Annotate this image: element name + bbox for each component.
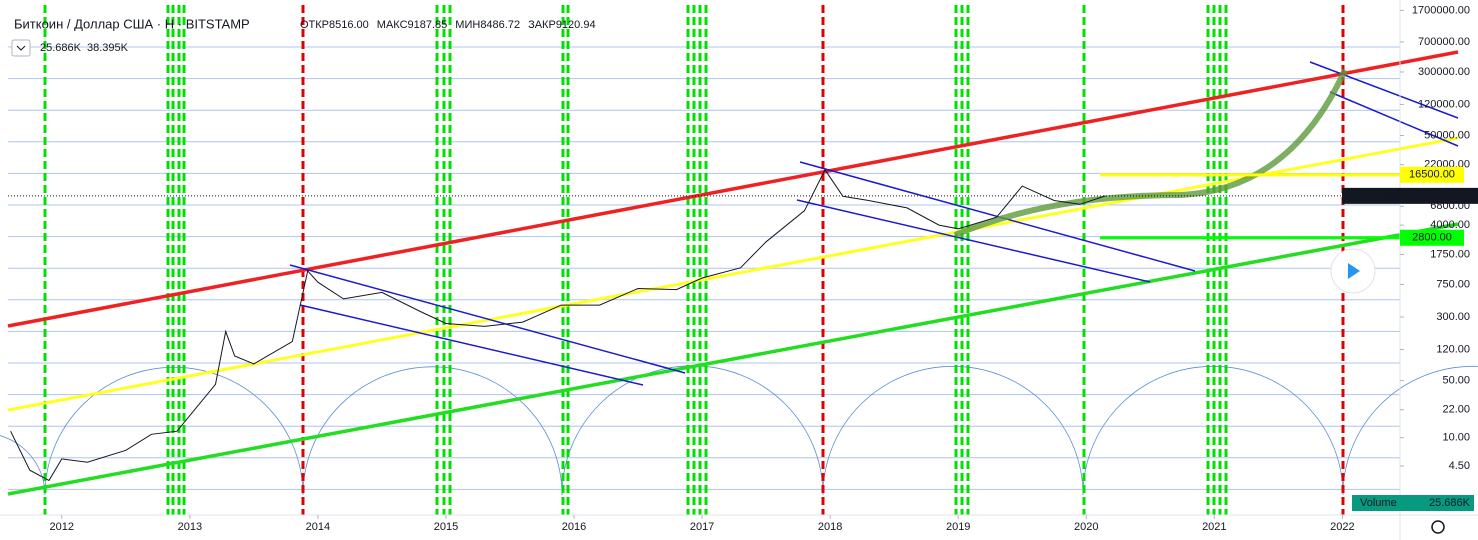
legend-value: 25.686K (40, 42, 82, 54)
x-tick-label: 2018 (818, 521, 842, 533)
x-tick-label: 2021 (1202, 521, 1226, 533)
last-price-label: 9120.94 (1426, 190, 1467, 202)
trend-line (1309, 61, 1459, 119)
play-icon (1348, 263, 1360, 279)
cycle-arc (0, 435, 46, 496)
chart-title: Биткоин / Доллар США · Н · BITSTAMP (14, 16, 250, 31)
x-tick-label: 2020 (1074, 521, 1098, 533)
volume-name: Volume (1360, 497, 1397, 509)
x-tick-label: 2013 (178, 521, 202, 533)
stats: ОТКР 8516.00 МАКС 9187.85 МИН 8486.72 ЗАКР 9120… (300, 19, 596, 31)
level-box (1400, 229, 1464, 246)
trend-line (7, 50, 1459, 328)
volume-box (1352, 495, 1474, 511)
x-tick-label: 2017 (690, 521, 714, 533)
trend-line (7, 222, 1459, 496)
stat-value: 9120.94 (556, 19, 596, 31)
trend-line (299, 304, 644, 386)
stat-name: ЗАКР (528, 19, 556, 31)
stat-name: ОТКР (300, 19, 329, 31)
price-line (10, 168, 1106, 482)
level-box (1400, 166, 1464, 183)
cycle-arc (1342, 365, 1478, 496)
y-tick-label: 10.00 (1442, 432, 1470, 444)
y-tick-label: 1700000.00 (1412, 4, 1470, 16)
drawings (0, 5, 1478, 515)
stat-value: 9187.85 (408, 19, 448, 31)
y-tick-label: 120000.00 (1418, 98, 1470, 110)
last-price-name: BITSTAMP (1346, 190, 1400, 202)
level-label: 2800.00 (1412, 232, 1452, 244)
legend-value: 38.395K (87, 42, 129, 54)
trend-line (7, 136, 1459, 412)
y-tick-label: 300000.00 (1418, 66, 1470, 78)
settings-button[interactable] (1431, 520, 1445, 534)
x-tick-label: 2012 (50, 521, 74, 533)
y-tick-label: 120.00 (1436, 343, 1470, 355)
x-tick-label: 2016 (562, 521, 586, 533)
forecast-arrow (953, 68, 1348, 238)
y-tick-label: 4.50 (1449, 460, 1470, 472)
stat-value: 8516.00 (329, 19, 369, 31)
y-tick-label: 50.00 (1442, 374, 1470, 386)
level-label: 16500.00 (1409, 169, 1455, 181)
y-tick-label: 750.00 (1436, 278, 1470, 290)
y-tick-label: 50000.00 (1424, 129, 1470, 141)
chevron-icon (16, 45, 26, 51)
y-tick-label: 22.00 (1442, 404, 1470, 416)
x-tick-label: 2015 (434, 521, 458, 533)
stat-name: МАКС (377, 19, 408, 31)
trend-line (796, 199, 1151, 283)
marks (8, 168, 1400, 482)
last-price-box (1342, 187, 1478, 204)
x-tick-label: 2019 (946, 521, 970, 533)
y-tick-label: 4000.00 (1430, 219, 1470, 231)
volume-label: 25.686K (1429, 497, 1471, 509)
trend-line (289, 264, 686, 374)
stat-name: МИН (455, 19, 480, 31)
x-tick-label: 2014 (306, 521, 330, 533)
trend-line (1329, 91, 1459, 147)
y-tick-label: 700000.00 (1418, 36, 1470, 48)
cycle-arc (822, 365, 1084, 496)
y-tick-label: 1750.00 (1430, 248, 1470, 260)
collapse-button[interactable] (11, 39, 31, 57)
x-tick-label: 2022 (1330, 521, 1354, 533)
stat-value: 8486.72 (480, 19, 520, 31)
y-tick-label: 300.00 (1436, 311, 1470, 323)
